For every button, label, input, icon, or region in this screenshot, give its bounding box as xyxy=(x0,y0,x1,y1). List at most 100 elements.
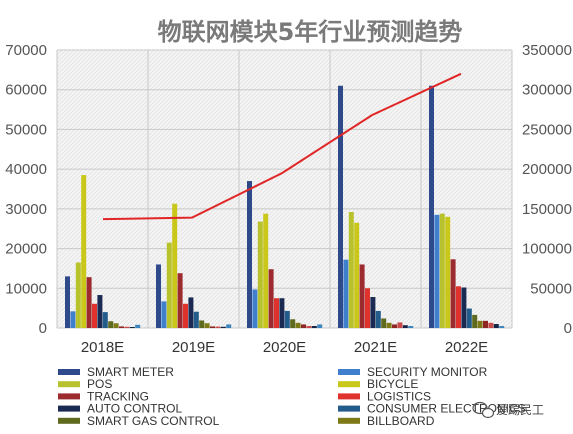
bar xyxy=(102,312,108,328)
bar xyxy=(268,269,274,328)
legend-label: SMART GAS CONTROL xyxy=(87,414,220,428)
bar xyxy=(488,322,494,328)
y-tick-label-right: 150000 xyxy=(522,201,572,218)
bar xyxy=(499,326,505,328)
bar xyxy=(252,289,258,328)
bar xyxy=(445,216,451,328)
bar xyxy=(172,203,178,328)
bar xyxy=(466,308,472,328)
bar xyxy=(97,295,103,328)
bar xyxy=(226,324,232,328)
bar xyxy=(166,242,172,328)
legend-swatch xyxy=(58,417,80,424)
category-label: 2022E xyxy=(445,339,488,356)
bar xyxy=(199,320,205,328)
bar xyxy=(456,286,461,328)
y-tick-label-left: 50000 xyxy=(5,121,47,138)
bar xyxy=(348,212,354,328)
bar xyxy=(263,213,269,328)
bar xyxy=(177,273,183,328)
bar xyxy=(461,287,467,328)
bar xyxy=(220,326,226,328)
bar xyxy=(370,297,376,328)
total-line xyxy=(102,72,462,221)
bar xyxy=(439,213,445,328)
y-tick-label-left: 70000 xyxy=(5,42,47,59)
category-label: 2021E xyxy=(354,339,397,356)
wechat-icon xyxy=(472,401,495,419)
bar xyxy=(354,222,360,328)
legend-swatch xyxy=(338,393,360,400)
y-tick-label-left: 40000 xyxy=(5,161,47,178)
bar xyxy=(215,326,221,328)
bar xyxy=(365,288,370,328)
bar xyxy=(124,326,130,328)
legend-label: SECURITY MONITOR xyxy=(367,365,488,379)
watermark: 爱踢民工 xyxy=(472,401,544,419)
y-tick-label-right: 350000 xyxy=(522,42,572,59)
bar xyxy=(450,259,456,328)
legend: SMART METER SECURITY MONITOR POS BICYCLE TRA… xyxy=(58,365,526,428)
y-tick-label-left: 0 xyxy=(39,320,47,337)
bar xyxy=(317,324,323,328)
legend-label: TRACKING xyxy=(87,389,149,403)
bar xyxy=(86,277,92,328)
bar xyxy=(183,303,188,328)
legend-label: SMART METER xyxy=(87,365,174,379)
legend-swatch xyxy=(58,393,80,400)
bar xyxy=(493,324,499,328)
chart-title: 物联网模块5年行业预测趋势 xyxy=(158,18,463,46)
category-label: 2019E xyxy=(172,339,215,356)
y-tick-label-right: 300000 xyxy=(522,82,572,99)
y-tick-label-right: 0 xyxy=(564,320,572,337)
bar xyxy=(75,262,81,328)
y-tick-label-right: 50000 xyxy=(530,280,572,297)
y-tick-label-left: 30000 xyxy=(5,201,47,218)
bar xyxy=(472,314,478,328)
bar xyxy=(81,175,87,328)
bar xyxy=(119,326,124,328)
bar xyxy=(386,322,392,328)
bar xyxy=(279,298,285,328)
bar xyxy=(70,311,76,328)
bar xyxy=(375,310,381,328)
legend-label: POS xyxy=(87,377,112,391)
legend-label: LOGISTICS xyxy=(367,389,431,403)
y-tick-label-right: 250000 xyxy=(522,121,572,138)
bar xyxy=(210,326,215,328)
legend-label: AUTO CONTROL xyxy=(87,402,182,416)
bar xyxy=(135,324,141,328)
bar xyxy=(290,319,296,328)
bar xyxy=(359,264,365,328)
category-label: 2020E xyxy=(263,339,306,356)
gridlines xyxy=(56,49,513,329)
bar xyxy=(161,301,167,328)
y-tick-label-right: 200000 xyxy=(522,161,572,178)
legend-swatch xyxy=(338,381,360,388)
total-line-path xyxy=(102,72,462,221)
bar xyxy=(434,214,440,328)
bar xyxy=(92,303,97,328)
bar xyxy=(381,318,387,328)
x-axis: 2018E 2019E 2020E 2021E 2022E xyxy=(81,339,488,356)
y-tick-label-left: 20000 xyxy=(5,241,47,258)
bar xyxy=(193,311,199,328)
bar xyxy=(65,276,70,328)
bar xyxy=(392,324,397,328)
bar xyxy=(402,325,408,328)
y-axis-right: 0 50000 100000 150000 200000 250000 300000 3500… xyxy=(522,42,572,337)
y-tick-label-left: 10000 xyxy=(5,280,47,297)
bar xyxy=(257,221,263,328)
bar xyxy=(429,85,434,328)
bar xyxy=(204,323,210,328)
bars xyxy=(65,85,505,328)
bar xyxy=(483,320,488,328)
bar xyxy=(129,327,135,328)
bar xyxy=(108,321,114,328)
legend-swatch xyxy=(338,405,360,412)
watermark-text: 爱踢民工 xyxy=(496,403,544,417)
bar xyxy=(306,326,312,328)
bar xyxy=(477,320,483,328)
